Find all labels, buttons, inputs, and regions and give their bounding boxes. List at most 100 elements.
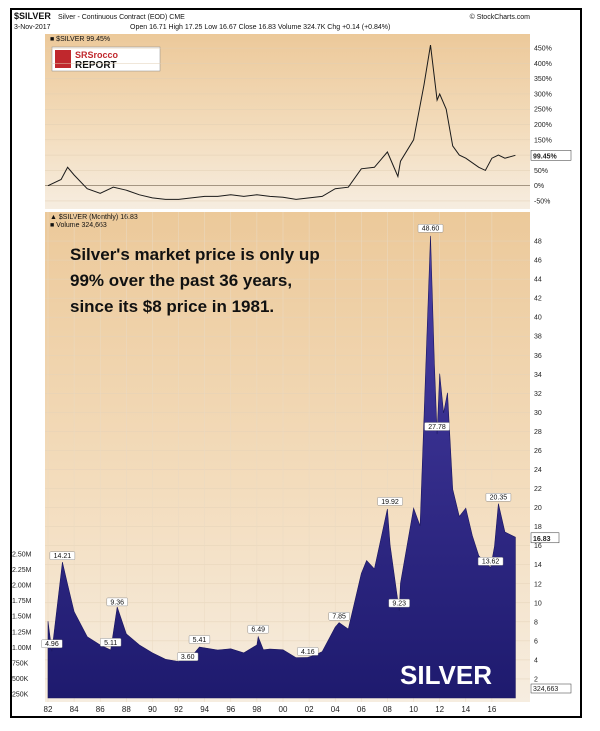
volume-y-tick: 750K	[12, 660, 29, 667]
price-legend: ▲ $SILVER (Monthly) 16.83	[50, 214, 138, 221]
pct-last-label: 99.45%	[530, 150, 572, 161]
svg-text:3.60: 3.60	[181, 654, 195, 661]
x-tick-label: 82	[44, 705, 53, 714]
price-y-tick: 30	[534, 410, 542, 417]
price-y-tick: 4	[534, 657, 538, 664]
description-label: Silver - Continuous Contract (EOD) CME	[58, 14, 185, 21]
price-y-tick: 26	[534, 448, 542, 455]
price-data-label: 9.23	[388, 598, 410, 608]
x-tick-label: 14	[461, 705, 470, 714]
price-data-label: 27.78	[424, 422, 450, 431]
x-tick-label: 02	[305, 705, 314, 714]
price-data-label: 20.35	[485, 493, 512, 502]
price-y-tick: 34	[534, 372, 542, 379]
x-tick-label: 84	[70, 705, 79, 714]
price-data-label: 6.49	[247, 625, 269, 634]
volume-y-ticks: 2.50M 2.25M 2.00M 1.75M 1.50M 1.25M 1.00M 750K 5…	[12, 552, 32, 699]
price-area	[47, 235, 516, 699]
svg-text:19.92: 19.92	[381, 499, 399, 506]
price-data-label: 9.36	[106, 597, 128, 606]
top-y-ticks: 450%400%350%300%250%200%150%100%50%0%-50…	[534, 46, 552, 206]
top-y-tick: 150%	[534, 137, 552, 144]
x-tick-label: 92	[174, 705, 183, 714]
price-data-labels: 4.96 14.21 5.11 9.36 5.41 3.60 6.49 4.16 7.85 19.…	[41, 224, 512, 661]
x-tick-label: 10	[409, 705, 418, 714]
price-data-label: 14.21	[49, 551, 76, 560]
silver-watermark: SILVER	[400, 660, 492, 690]
price-y-tick: 44	[534, 277, 542, 284]
volume-y-tick: 2.00M	[12, 583, 32, 590]
volume-y-tick: 1.25M	[12, 629, 32, 636]
price-data-label: 19.92	[377, 497, 403, 506]
price-last-text: 16.83	[533, 536, 551, 543]
pct-last-box	[530, 150, 572, 161]
x-tick-label: 88	[122, 705, 131, 714]
top-y-tick: 400%	[534, 61, 552, 68]
x-ticks: 82 84 86 88 90 92 94 96 98 00 02 04 06 08 10 12 14 16	[44, 705, 497, 714]
volume-y-tick: 500K	[12, 676, 29, 683]
svg-text:4.16: 4.16	[301, 649, 315, 656]
price-last-box	[530, 532, 560, 544]
top-y-tick: 50%	[534, 168, 548, 175]
price-y-tick: 22	[534, 486, 542, 493]
svg-text:27.78: 27.78	[428, 424, 446, 431]
ohlc-label: Open 16.71 High 17.25 Low 16.67 Close 16…	[130, 24, 390, 31]
annotation-line-1: Silver's market price is only up	[70, 245, 320, 264]
x-tick-label: 90	[148, 705, 157, 714]
pct-change-line	[47, 45, 516, 200]
svg-text:9.36: 9.36	[110, 599, 124, 606]
volume-y-tick: 250K	[12, 692, 29, 699]
pct-last-text: 99.45%	[533, 153, 558, 160]
price-y-tick: 20	[534, 505, 542, 512]
price-data-label: 5.11	[100, 638, 122, 647]
x-tick-label: 00	[279, 705, 288, 714]
price-y-tick: 38	[534, 334, 542, 341]
price-data-label: 4.96	[41, 639, 63, 648]
top-legend: ■ $SILVER 99.45%	[50, 36, 110, 43]
price-y-tick: 6	[534, 638, 538, 645]
price-y-tick: 28	[534, 429, 542, 436]
source-label: © StockCharts.com	[470, 13, 531, 21]
date-label: 3-Nov-2017	[14, 24, 51, 31]
x-tick-label: 94	[200, 705, 209, 714]
x-tick-label: 86	[96, 705, 105, 714]
price-y-tick: 42	[534, 296, 542, 303]
svg-text:14.21: 14.21	[54, 553, 72, 560]
x-tick-label: 08	[383, 705, 392, 714]
x-tick-label: 16	[487, 705, 496, 714]
svg-text:4.96: 4.96	[45, 641, 59, 648]
volume-y-tick: 2.25M	[12, 567, 32, 574]
svg-text:9.23: 9.23	[392, 601, 406, 608]
price-data-label: 48.60	[417, 224, 444, 233]
volume-y-tick: 1.50M	[12, 614, 32, 621]
x-tick-label: 12	[435, 705, 444, 714]
svg-text:7.85: 7.85	[332, 614, 346, 621]
svg-text:SRSrocco: SRSrocco	[75, 50, 119, 60]
top-y-tick: 250%	[534, 107, 552, 114]
price-data-label: 5.41	[188, 635, 211, 644]
price-data-label: 4.16	[297, 647, 319, 656]
price-y-tick: 32	[534, 391, 542, 398]
svg-text:48.60: 48.60	[422, 226, 440, 233]
price-y-tick: 18	[534, 524, 542, 531]
silver-chart: $SILVER Silver - Continuous Contract (EO…	[12, 11, 572, 714]
x-tick-label: 96	[226, 705, 235, 714]
svg-text:13.62: 13.62	[482, 559, 500, 566]
price-data-label: 3.60	[177, 652, 199, 661]
price-y-ticks: 4846444240383634323028262422201816141210…	[534, 239, 542, 684]
svg-text:5.11: 5.11	[104, 640, 117, 647]
price-last-label: 16.83	[530, 532, 560, 544]
price-y-tick: 2	[534, 676, 538, 683]
top-y-tick: 350%	[534, 76, 552, 83]
top-y-tick: 0%	[534, 183, 544, 190]
price-y-tick: 14	[534, 562, 542, 569]
symbol-label: $SILVER	[14, 11, 51, 21]
price-y-tick: 40	[534, 315, 542, 322]
x-tick-label: 04	[331, 705, 340, 714]
top-y-tick: 300%	[534, 91, 552, 98]
price-data-label: 13.62	[477, 557, 504, 566]
volume-y-tick: 2.50M	[12, 552, 32, 559]
x-tick-label: 98	[252, 705, 261, 714]
price-y-tick: 8	[534, 619, 538, 626]
price-y-tick: 10	[534, 600, 542, 607]
